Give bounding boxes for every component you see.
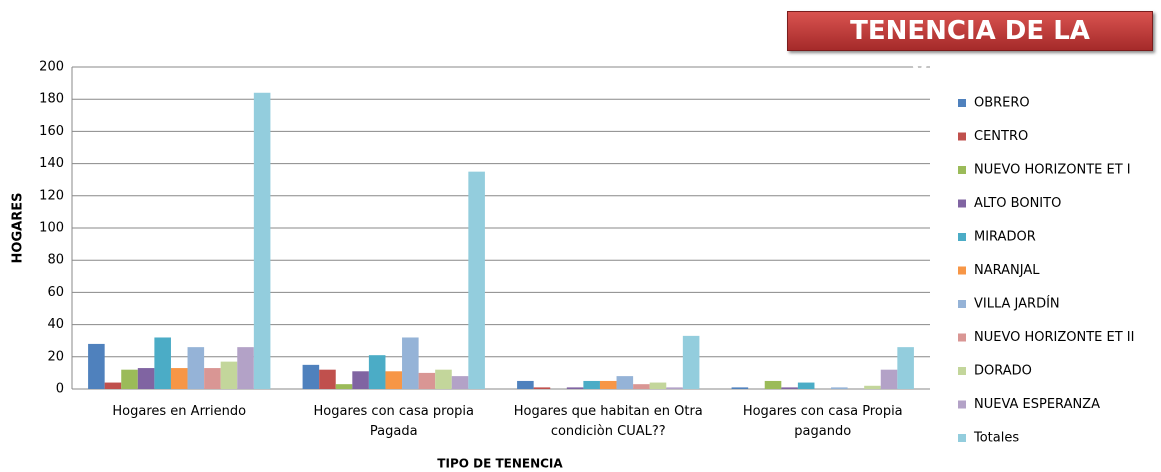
legend-label: DORADO xyxy=(974,364,1032,379)
bar xyxy=(385,371,403,389)
chart-title: TENENCIA DE LA VIIENDA xyxy=(787,11,1153,84)
bar xyxy=(583,380,600,389)
bar xyxy=(517,380,534,389)
legend-label: VILLA JARDÍN xyxy=(974,296,1060,312)
y-tick-label: 160 xyxy=(39,124,64,139)
legend-swatch xyxy=(958,99,966,107)
bar xyxy=(335,384,353,389)
bar xyxy=(649,382,667,389)
bar xyxy=(666,387,683,389)
legend-swatch xyxy=(958,199,966,208)
legend-swatch xyxy=(958,166,966,174)
x-tick-label: Hogares con casa propia Pagada xyxy=(313,404,474,439)
bar xyxy=(451,376,469,389)
legend-swatch xyxy=(958,367,966,375)
bar xyxy=(797,382,815,389)
y-tick-label: 180 xyxy=(39,92,64,107)
bar xyxy=(468,171,485,389)
bar xyxy=(253,92,271,389)
y-tick-label: 140 xyxy=(39,156,64,171)
legend-label: CENTRO xyxy=(974,129,1028,144)
legend-swatch xyxy=(958,333,966,342)
bar xyxy=(682,335,700,389)
y-tick-label: 40 xyxy=(47,317,64,332)
bar xyxy=(781,387,798,389)
bar xyxy=(104,382,122,389)
legend-label: NUEVO HORIZONTE ET II xyxy=(974,330,1134,345)
x-tick-label: Hogares con casa Propia pagando xyxy=(742,404,903,439)
legend-swatch xyxy=(958,300,966,308)
y-axis-label: HOGARES xyxy=(11,193,26,264)
bar xyxy=(418,372,436,389)
bar xyxy=(880,369,898,389)
legend-label: OBRERO xyxy=(974,96,1030,111)
y-tick-label: 80 xyxy=(47,253,64,268)
bar xyxy=(599,380,617,389)
bar xyxy=(764,380,782,389)
y-tick-label: 0 xyxy=(56,382,64,397)
bar xyxy=(237,347,254,389)
y-tick-label: 100 xyxy=(39,221,64,236)
bar xyxy=(352,371,369,389)
legend-swatch xyxy=(958,132,966,141)
bar xyxy=(864,385,881,389)
bar xyxy=(897,347,914,389)
legend-label: MIRADOR xyxy=(974,230,1036,245)
y-tick-label: 200 xyxy=(39,60,64,75)
bar xyxy=(616,376,634,389)
bar xyxy=(633,384,650,389)
bar xyxy=(831,387,848,389)
x-axis-label: TIPO DE TENENCIA xyxy=(437,457,563,471)
legend-label: Totales xyxy=(973,431,1019,446)
bar xyxy=(533,387,551,389)
bar xyxy=(187,347,205,389)
bar xyxy=(368,355,386,389)
legend-swatch xyxy=(958,233,966,241)
bar xyxy=(731,387,749,389)
bar xyxy=(319,369,336,389)
legend-label: NUEVO HORIZONTE ET I xyxy=(974,163,1131,178)
bar xyxy=(402,337,419,389)
bar xyxy=(170,368,188,389)
x-tick-label: Hogares en Arriendo xyxy=(112,404,247,419)
bar xyxy=(154,337,171,389)
legend-swatch xyxy=(958,400,966,409)
y-tick-label: 120 xyxy=(39,188,64,203)
legend-swatch xyxy=(958,434,966,442)
bar xyxy=(566,387,584,389)
bar xyxy=(220,361,238,389)
legend-label: NARANJAL xyxy=(974,263,1040,278)
legend-swatch xyxy=(958,266,966,275)
x-tick-label: Hogares que habitan en Otra condiciòn CU… xyxy=(513,404,703,439)
bar xyxy=(137,368,155,389)
bar xyxy=(302,364,320,389)
y-tick-label: 60 xyxy=(47,285,64,300)
y-tick-label: 20 xyxy=(47,349,64,364)
bar xyxy=(435,369,452,389)
bar xyxy=(121,369,138,389)
legend-label: NUEVA ESPERANZA xyxy=(974,397,1100,412)
bar xyxy=(88,343,105,389)
bar xyxy=(204,368,221,389)
legend-label: ALTO BONITO xyxy=(974,196,1061,211)
